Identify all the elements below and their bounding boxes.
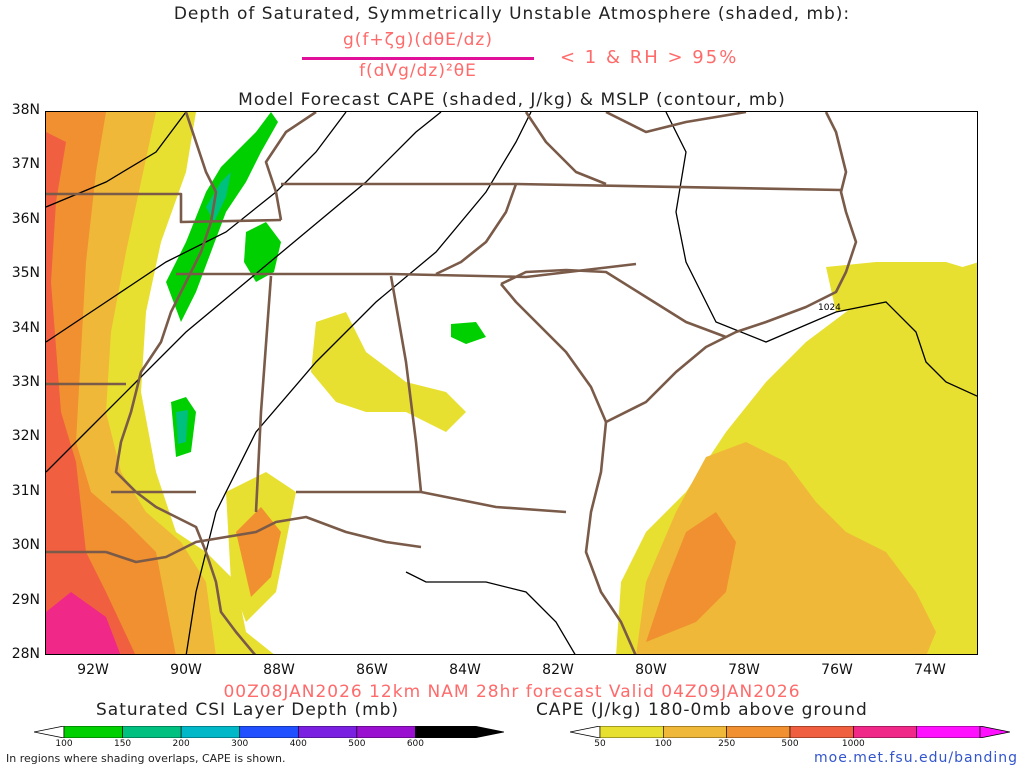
lat-label: 29N xyxy=(11,591,40,608)
lat-label: 31N xyxy=(11,482,40,499)
colorbar-arrow-right xyxy=(979,726,1010,738)
chart-subtitle: Model Forecast CAPE (shaded, J/kg) & MSL… xyxy=(238,90,786,110)
colorbar-tick-label: 300 xyxy=(231,739,249,749)
cape-area-gulf-250 xyxy=(236,507,281,597)
lon-label: 78W xyxy=(728,662,760,678)
cape-area-inland xyxy=(311,312,466,432)
lat-label: 34N xyxy=(11,319,40,336)
csi-area-3 xyxy=(244,222,281,282)
colorbar-tick-label: 200 xyxy=(172,739,190,749)
csi-area-5 xyxy=(176,410,188,444)
colorbar-tick-label: 100 xyxy=(654,739,672,749)
lon-label: 80W xyxy=(635,662,667,678)
colorbar-tick-label: 500 xyxy=(781,739,799,749)
colorbar-arrow-left xyxy=(570,726,601,738)
overlap-note: In regions where shading overlaps, CAPE … xyxy=(6,752,286,765)
csi-formula: g(f+ζg)(dθE/dz) f(dVg/dz)²θE xyxy=(298,30,538,86)
colorbar-swatch xyxy=(853,726,917,738)
lon-label: 88W xyxy=(263,662,295,678)
lat-label: 28N xyxy=(11,646,40,662)
map-canvas: 1024 xyxy=(46,112,977,654)
lon-label: 86W xyxy=(356,662,388,678)
colorbar-arrow-right xyxy=(473,726,504,738)
colorbar-tick-label: 400 xyxy=(289,739,307,749)
colorbar-tick-label: 150 xyxy=(113,739,132,749)
source-link[interactable]: moe.met.fsu.edu/banding xyxy=(814,750,1018,766)
colorbar-tick-label: 50 xyxy=(594,739,606,749)
colorbar-tick-label: 600 xyxy=(406,739,425,749)
map-panel: 1024 xyxy=(45,111,978,655)
csi-area-1 xyxy=(166,112,278,322)
lat-label: 30N xyxy=(11,537,40,554)
csi-area-6 xyxy=(451,322,486,344)
colorbar-swatch xyxy=(180,726,241,738)
colorbar-swatch xyxy=(122,726,182,738)
formula-denominator: f(dVg/dz)²θE xyxy=(359,61,477,81)
state-boundaries xyxy=(46,112,858,654)
lat-label: 35N xyxy=(11,265,40,282)
colorbar-arrow-left xyxy=(34,726,65,738)
lon-label: 74W xyxy=(914,662,946,678)
colorbar-swatch xyxy=(789,726,854,738)
csi-colorbar-title: Saturated CSI Layer Depth (mb) xyxy=(96,700,400,720)
lat-label: 32N xyxy=(11,428,40,445)
fraction-bar xyxy=(302,57,534,60)
cape-area-east xyxy=(826,262,977,312)
lat-label: 37N xyxy=(11,156,40,173)
mslp-isobars xyxy=(46,112,977,654)
colorbar-tick-label: 100 xyxy=(55,739,73,749)
colorbar-swatch xyxy=(916,726,981,738)
lon-label: 90W xyxy=(170,662,202,678)
csi-colorbar xyxy=(34,726,504,738)
cape-area-west-1000 xyxy=(46,592,121,654)
cape-colorbar-title: CAPE (J/kg) 180-0mb above ground xyxy=(536,700,868,720)
colorbar-swatch xyxy=(356,726,416,738)
cape-area-atlantic-250 xyxy=(646,512,736,642)
colorbar-swatch xyxy=(239,726,299,738)
colorbar-swatch xyxy=(663,726,727,738)
colorbar-swatch xyxy=(726,726,791,738)
lat-label: 36N xyxy=(11,210,40,227)
colorbar-tick-label: 500 xyxy=(348,739,366,749)
cape-colorbar xyxy=(570,726,1010,738)
lat-label: 38N xyxy=(11,102,40,118)
lat-label: 33N xyxy=(11,374,40,390)
lon-label: 84W xyxy=(449,662,481,678)
chart-title: Depth of Saturated, Symmetrically Unstab… xyxy=(173,4,851,24)
isobar-label: 1024 xyxy=(818,303,841,313)
colorbar-tick-label: 250 xyxy=(718,739,736,749)
cape-area-west-500 xyxy=(46,132,136,654)
lon-label: 92W xyxy=(77,662,109,678)
lon-label: 76W xyxy=(821,662,853,678)
formula-numerator: g(f+ζg)(dθE/dz) xyxy=(343,30,493,50)
lon-label: 82W xyxy=(542,662,574,678)
formula-criteria: < 1 & RH > 95% xyxy=(560,47,739,68)
colorbar-swatch xyxy=(415,726,475,738)
forecast-valid-time: 00Z08JAN2026 12km NAM 28hr forecast Vali… xyxy=(223,682,801,702)
colorbar-swatch xyxy=(297,726,358,738)
colorbar-swatch xyxy=(63,726,123,738)
colorbar-tick-label: 1000 xyxy=(841,739,865,749)
colorbar-swatch xyxy=(599,726,664,738)
